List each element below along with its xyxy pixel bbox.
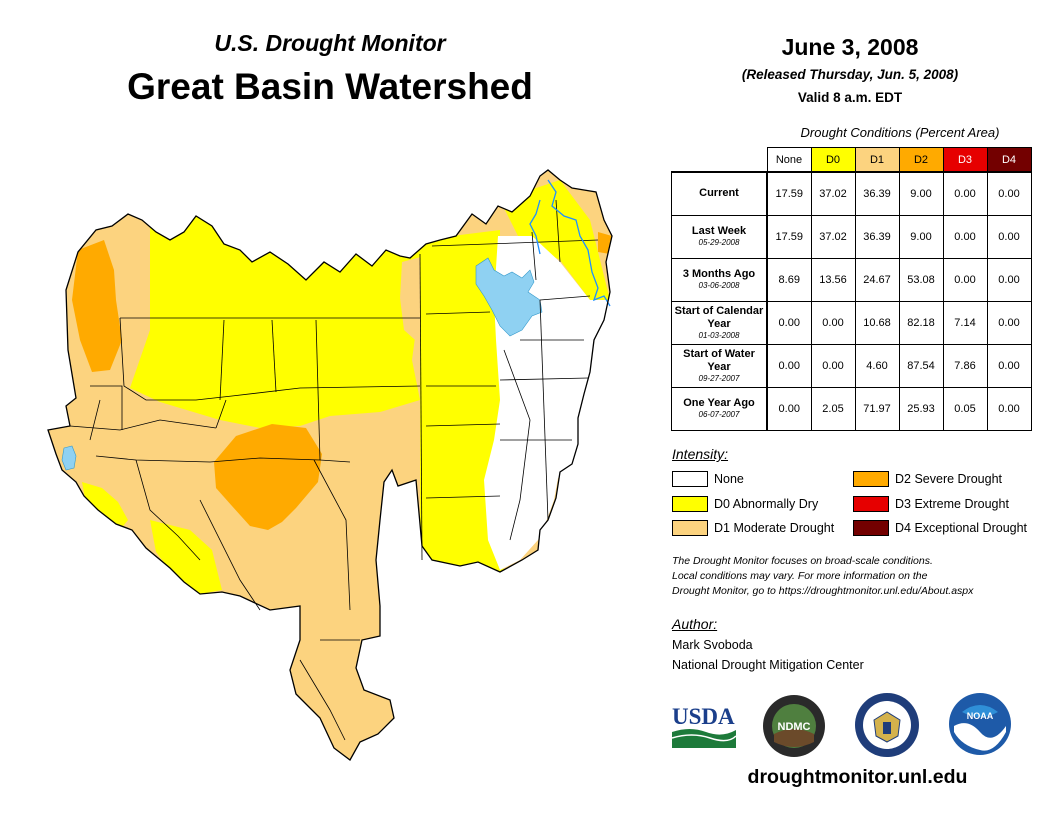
- legend-item-d2: D2 Severe Drought: [853, 471, 1002, 487]
- table-row: Current 17.59 37.02 36.39 9.00 0.00 0.00: [671, 171, 1032, 216]
- table-cell: 0.00: [810, 343, 856, 388]
- table-cell: 7.86: [942, 343, 988, 388]
- table-cell: 10.68: [854, 300, 900, 345]
- table-cell: 2.05: [810, 386, 856, 431]
- website-link[interactable]: droughtmonitor.unl.edu: [747, 766, 968, 788]
- author-org: National Drought Mitigation Center: [672, 658, 864, 672]
- legend-label: None: [714, 472, 744, 486]
- table-cell: 24.67: [854, 257, 900, 302]
- col-d3: D3: [942, 147, 988, 173]
- drought-conditions-table: None D0 D1 D2 D3 D4 Current 17.59 37.02 …: [671, 147, 1032, 431]
- table-cell: 0.00: [942, 214, 988, 259]
- table-row: Start of Water Year 09-27-2007 0.00 0.00 …: [671, 343, 1032, 388]
- valid-time: Valid 8 a.m. EDT: [797, 90, 903, 105]
- table-cell: 0.00: [766, 343, 812, 388]
- table-cell: 7.14: [942, 300, 988, 345]
- legend-label: D3 Extreme Drought: [895, 497, 1009, 511]
- legend-item-d1: D1 Moderate Drought: [672, 520, 834, 536]
- table-corner: [672, 148, 768, 173]
- table-cell: 0.00: [986, 257, 1032, 302]
- usda-logo: USDA: [671, 704, 737, 748]
- table-cell: 17.59: [766, 214, 812, 259]
- table-cell: 9.00: [898, 171, 944, 216]
- svg-text:NDMC: NDMC: [778, 721, 811, 733]
- table-cell: 0.00: [942, 257, 988, 302]
- legend-label: D4 Exceptional Drought: [895, 521, 1028, 535]
- release-date: (Released Thursday, Jun. 5, 2008): [741, 67, 959, 82]
- table-cell: 0.00: [942, 171, 988, 216]
- legend-label: D2 Severe Drought: [895, 472, 1003, 486]
- table-cell: 0.00: [766, 386, 812, 431]
- map-subtitle: U.S. Drought Monitor: [214, 30, 446, 56]
- table-cell: 9.00: [898, 214, 944, 259]
- table-cell: 53.08: [898, 257, 944, 302]
- table-cell: 0.00: [986, 300, 1032, 345]
- table-row: Start of Calendar Year 01-03-2008 0.00 0.…: [671, 300, 1032, 345]
- swatch-d3: [853, 496, 889, 512]
- row-label: Last Week 05-29-2008: [671, 214, 768, 259]
- table-cell: 8.69: [766, 257, 812, 302]
- table-row: One Year Ago 06-07-2007 0.00 2.05 71.97 2…: [671, 386, 1032, 431]
- table-cell: 0.05: [942, 386, 988, 431]
- table-cell: 25.93: [898, 386, 944, 431]
- disclaimer: The Drought Monitor focuses on broad-sca…: [672, 554, 1052, 599]
- table-cell: 17.59: [766, 171, 812, 216]
- row-label: One Year Ago 06-07-2007: [671, 386, 768, 431]
- table-cell: 4.60: [854, 343, 900, 388]
- svg-text:USDA: USDA: [672, 704, 735, 729]
- author-heading: Author:: [672, 616, 718, 632]
- table-row: 3 Months Ago 03-06-2008 8.69 13.56 24.67 …: [671, 257, 1032, 302]
- col-d4: D4: [986, 147, 1032, 173]
- swatch-none: [672, 471, 708, 487]
- table-cell: 0.00: [986, 171, 1032, 216]
- row-label: 3 Months Ago 03-06-2008: [671, 257, 768, 302]
- swatch-d2: [853, 471, 889, 487]
- row-label: Current: [671, 171, 768, 216]
- row-label: Start of Water Year 09-27-2007: [671, 343, 768, 388]
- table-row: Last Week 05-29-2008 17.59 37.02 36.39 9.…: [671, 214, 1032, 259]
- table-cell: 0.00: [810, 300, 856, 345]
- col-d1: D1: [854, 147, 900, 173]
- legend-label: D1 Moderate Drought: [714, 521, 835, 535]
- table-cell: 82.18: [898, 300, 944, 345]
- table-cell: 0.00: [986, 343, 1032, 388]
- drought-map: [47, 169, 613, 761]
- table-cell: 0.00: [766, 300, 812, 345]
- legend-label: D0 Abnormally Dry: [714, 497, 819, 511]
- ndmc-logo: NDMC: [763, 695, 825, 757]
- table-cell: 13.56: [810, 257, 856, 302]
- legend-item-none: None: [672, 471, 744, 487]
- col-d2: D2: [898, 147, 944, 173]
- table-cell: 36.39: [854, 214, 900, 259]
- table-cell: 0.00: [986, 386, 1032, 431]
- map-title: Great Basin Watershed: [127, 66, 533, 107]
- table-cell: 37.02: [810, 214, 856, 259]
- swatch-d0: [672, 496, 708, 512]
- col-d0: D0: [810, 147, 856, 173]
- commerce-seal-logo: [855, 693, 919, 757]
- legend-item-d4: D4 Exceptional Drought: [853, 520, 1027, 536]
- table-cell: 37.02: [810, 171, 856, 216]
- table-cell: 0.00: [986, 214, 1032, 259]
- noaa-logo: NOAA: [949, 693, 1011, 755]
- legend-title: Intensity:: [672, 446, 729, 462]
- col-none: None: [766, 147, 812, 173]
- table-cell: 71.97: [854, 386, 900, 431]
- swatch-d1: [672, 520, 708, 536]
- swatch-d4: [853, 520, 889, 536]
- table-cell: 36.39: [854, 171, 900, 216]
- table-caption: Drought Conditions (Percent Area): [800, 125, 1000, 140]
- table-cell: 87.54: [898, 343, 944, 388]
- map-date: June 3, 2008: [781, 34, 919, 60]
- legend-item-d3: D3 Extreme Drought: [853, 496, 1009, 512]
- about-link[interactable]: Drought Monitor, go to https://droughtmo…: [672, 585, 974, 597]
- author-name: Mark Svoboda: [672, 638, 753, 652]
- row-label: Start of Calendar Year 01-03-2008: [671, 300, 768, 345]
- svg-text:NOAA: NOAA: [967, 711, 994, 721]
- legend-item-d0: D0 Abnormally Dry: [672, 496, 818, 512]
